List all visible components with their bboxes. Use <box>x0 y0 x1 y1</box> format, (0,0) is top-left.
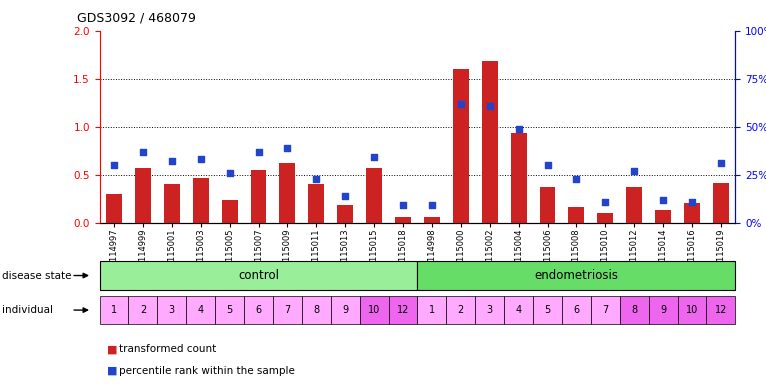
Point <box>599 199 611 205</box>
Bar <box>273 296 302 324</box>
Text: 12: 12 <box>715 305 727 315</box>
Bar <box>193 178 208 223</box>
Bar <box>244 296 273 324</box>
Point <box>570 175 582 182</box>
Bar <box>504 296 533 324</box>
Text: 8: 8 <box>313 305 319 315</box>
Bar <box>331 296 360 324</box>
Text: 10: 10 <box>368 305 380 315</box>
Bar <box>627 187 642 223</box>
Point <box>657 197 669 203</box>
Bar <box>388 296 417 324</box>
Text: 4: 4 <box>516 305 522 315</box>
Bar <box>302 296 331 324</box>
Bar <box>129 296 157 324</box>
Bar <box>417 261 735 290</box>
Bar <box>684 203 700 223</box>
Text: 8: 8 <box>631 305 637 315</box>
Bar <box>511 134 526 223</box>
Text: percentile rank within the sample: percentile rank within the sample <box>119 366 295 376</box>
Bar <box>337 205 353 223</box>
Bar <box>280 163 296 223</box>
Bar <box>649 296 678 324</box>
Text: 9: 9 <box>660 305 666 315</box>
Text: 1: 1 <box>429 305 435 315</box>
Bar <box>533 296 562 324</box>
Bar <box>591 296 620 324</box>
Text: 7: 7 <box>284 305 290 315</box>
Text: 2: 2 <box>140 305 146 315</box>
Text: endometriosis: endometriosis <box>535 269 618 282</box>
Bar <box>475 296 504 324</box>
Text: 2: 2 <box>458 305 464 315</box>
Point <box>455 101 467 107</box>
Point <box>137 149 149 155</box>
Text: ■: ■ <box>107 344 118 354</box>
Point <box>628 168 640 174</box>
Bar <box>706 296 735 324</box>
Text: 12: 12 <box>397 305 409 315</box>
Bar <box>655 210 671 223</box>
Bar <box>250 170 267 223</box>
Bar <box>678 296 706 324</box>
Bar <box>366 168 382 223</box>
Bar <box>360 296 388 324</box>
Point <box>715 160 727 166</box>
Text: 6: 6 <box>574 305 579 315</box>
Point <box>339 193 352 199</box>
Text: 10: 10 <box>686 305 698 315</box>
Bar <box>215 296 244 324</box>
Text: disease state: disease state <box>2 270 71 281</box>
Text: transformed count: transformed count <box>119 344 216 354</box>
Bar <box>100 296 129 324</box>
Point <box>426 202 438 209</box>
Bar <box>482 61 498 223</box>
Text: 4: 4 <box>198 305 204 315</box>
Point <box>108 162 120 168</box>
Bar <box>597 213 614 223</box>
Text: 1: 1 <box>111 305 117 315</box>
Bar <box>417 296 447 324</box>
Text: 5: 5 <box>545 305 551 315</box>
Point <box>686 199 698 205</box>
Point <box>165 158 178 164</box>
Point <box>224 170 236 176</box>
Text: control: control <box>238 269 279 282</box>
Bar <box>453 69 469 223</box>
Text: 3: 3 <box>169 305 175 315</box>
Bar <box>100 261 417 290</box>
Point <box>195 156 207 162</box>
Text: 9: 9 <box>342 305 349 315</box>
Bar <box>221 200 237 223</box>
Bar <box>135 168 151 223</box>
Bar <box>395 217 411 223</box>
Bar <box>562 296 591 324</box>
Bar <box>568 207 584 223</box>
Bar <box>539 187 555 223</box>
Text: ■: ■ <box>107 366 118 376</box>
Bar <box>424 217 440 223</box>
Point <box>368 154 380 161</box>
Point <box>512 126 525 132</box>
Point <box>397 202 409 209</box>
Text: 3: 3 <box>486 305 493 315</box>
Text: 5: 5 <box>227 305 233 315</box>
Point <box>281 145 293 151</box>
Point <box>310 175 322 182</box>
Text: 7: 7 <box>602 305 608 315</box>
Point <box>542 162 554 168</box>
Bar <box>164 184 180 223</box>
Bar <box>186 296 215 324</box>
Text: 6: 6 <box>256 305 261 315</box>
Bar <box>447 296 475 324</box>
Point <box>252 149 265 155</box>
Bar <box>620 296 649 324</box>
Text: individual: individual <box>2 305 53 315</box>
Point <box>483 103 496 109</box>
Bar <box>106 194 122 223</box>
Text: GDS3092 / 468079: GDS3092 / 468079 <box>77 12 195 25</box>
Bar <box>309 184 324 223</box>
Bar <box>157 296 186 324</box>
Bar <box>713 184 729 223</box>
